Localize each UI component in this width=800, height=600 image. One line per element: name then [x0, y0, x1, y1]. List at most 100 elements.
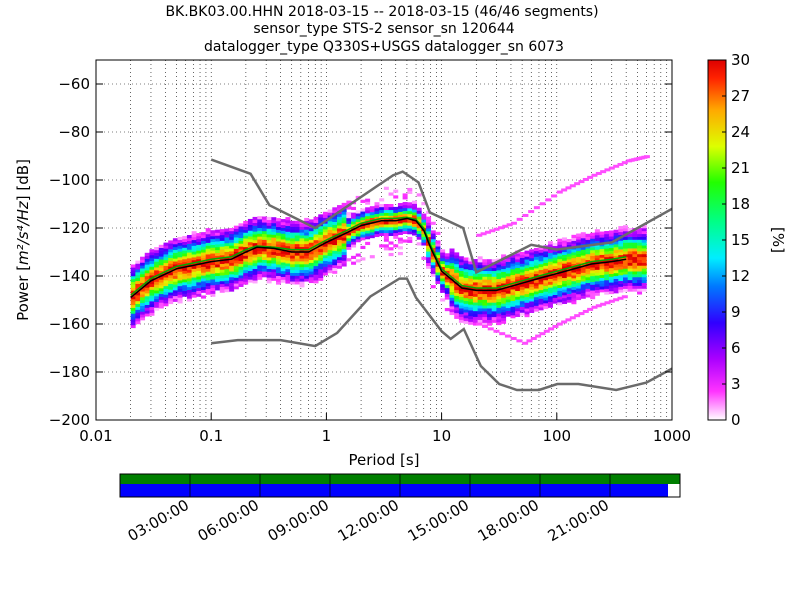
psd-cell [548, 327, 555, 331]
psd-cell [172, 258, 178, 262]
psd-cell [276, 220, 282, 225]
x-tick-label: 1000 [653, 427, 691, 445]
psd-cell [468, 269, 474, 273]
psd-cell [594, 240, 600, 244]
psd-cell [524, 285, 530, 289]
psd-cell [383, 247, 389, 251]
psd-cell [533, 308, 539, 312]
psd-cell [641, 253, 647, 258]
psd-cell [168, 260, 174, 264]
psd-cell [501, 254, 507, 258]
psd-cell [566, 293, 572, 297]
psd-cell [562, 243, 568, 247]
psd-cell [276, 238, 282, 242]
psd-cell [313, 216, 319, 221]
psd-cell [186, 255, 192, 259]
psd-cell [501, 300, 507, 304]
psd-cell [252, 271, 258, 275]
psd-cell [599, 245, 605, 250]
psd-cell [529, 252, 535, 256]
psd-cell [515, 287, 521, 292]
psd-cell [168, 266, 174, 270]
psd-cell [397, 246, 403, 250]
psd-cell [545, 198, 552, 202]
psd-cell [590, 235, 596, 239]
psd-cell [519, 263, 525, 267]
psd-cell [643, 155, 650, 159]
psd-cell [510, 286, 516, 290]
psd-cell [482, 322, 488, 326]
psd-cell [449, 297, 455, 301]
psd-cell [496, 284, 502, 288]
psd-cell [336, 259, 342, 263]
psd-cell [510, 274, 516, 278]
psd-cell [201, 266, 206, 270]
psd-cell [519, 277, 525, 282]
psd-cell [562, 280, 568, 284]
psd-cell [261, 236, 267, 240]
psd-cell [580, 249, 586, 253]
psd-cell [374, 225, 380, 229]
psd-cell [219, 229, 225, 233]
psd-cell [233, 274, 239, 278]
psd-cell [294, 275, 300, 279]
psd-cell [622, 265, 628, 269]
psd-cell [243, 281, 249, 285]
psd-cell [285, 219, 291, 224]
psd-cell [524, 308, 530, 312]
psd-cell [580, 246, 586, 250]
psd-cell [529, 301, 535, 305]
psd-cell [313, 271, 319, 275]
psd-cell [444, 296, 450, 300]
psd-cell [346, 217, 352, 222]
psd-cell [271, 243, 277, 247]
psd-cell [196, 256, 202, 260]
psd-cell [299, 243, 305, 248]
psd-cell [201, 263, 206, 267]
psd-cell [163, 257, 169, 261]
psd-cell [135, 315, 141, 319]
psd-cell [519, 275, 525, 279]
psd-cell [585, 245, 591, 249]
psd-cell [487, 322, 493, 326]
psd-cell [510, 260, 516, 264]
psd-cell [332, 253, 338, 257]
psd-cell [355, 216, 361, 220]
psd-cell [519, 266, 525, 270]
psd-cell [238, 278, 244, 282]
psd-cell [304, 275, 310, 279]
psd-cell [186, 289, 192, 293]
psd-cell [332, 233, 338, 237]
psd-cell [510, 292, 516, 296]
psd-cell [444, 261, 450, 266]
psd-cell [144, 290, 150, 294]
psd-cell [271, 231, 277, 235]
psd-cell [397, 220, 403, 224]
psd-cell [515, 296, 521, 300]
psd-cell [533, 294, 539, 298]
psd-cell [261, 242, 267, 246]
mode-curve [130, 217, 627, 299]
psd-cell [449, 288, 455, 292]
psd-cell [599, 237, 605, 241]
psd-cell [140, 294, 146, 298]
psd-cell [388, 212, 394, 216]
psd-cell [196, 244, 202, 248]
psd-cell [276, 258, 282, 262]
psd-cell [322, 231, 328, 236]
psd-cell [285, 248, 291, 252]
psd-cell [538, 255, 544, 259]
psd-cell [585, 256, 591, 261]
psd-cell [336, 262, 342, 266]
psd-cell [154, 272, 160, 277]
psd-cell [191, 271, 197, 275]
psd-cell [539, 332, 546, 336]
psd-cell [505, 281, 511, 286]
psd-cell [233, 242, 239, 247]
psd-cell [215, 267, 221, 271]
psd-cell [130, 299, 136, 303]
psd-cell [369, 232, 375, 236]
psd-cell [496, 278, 502, 282]
psd-cell [557, 241, 563, 245]
psd-cell [613, 281, 619, 285]
